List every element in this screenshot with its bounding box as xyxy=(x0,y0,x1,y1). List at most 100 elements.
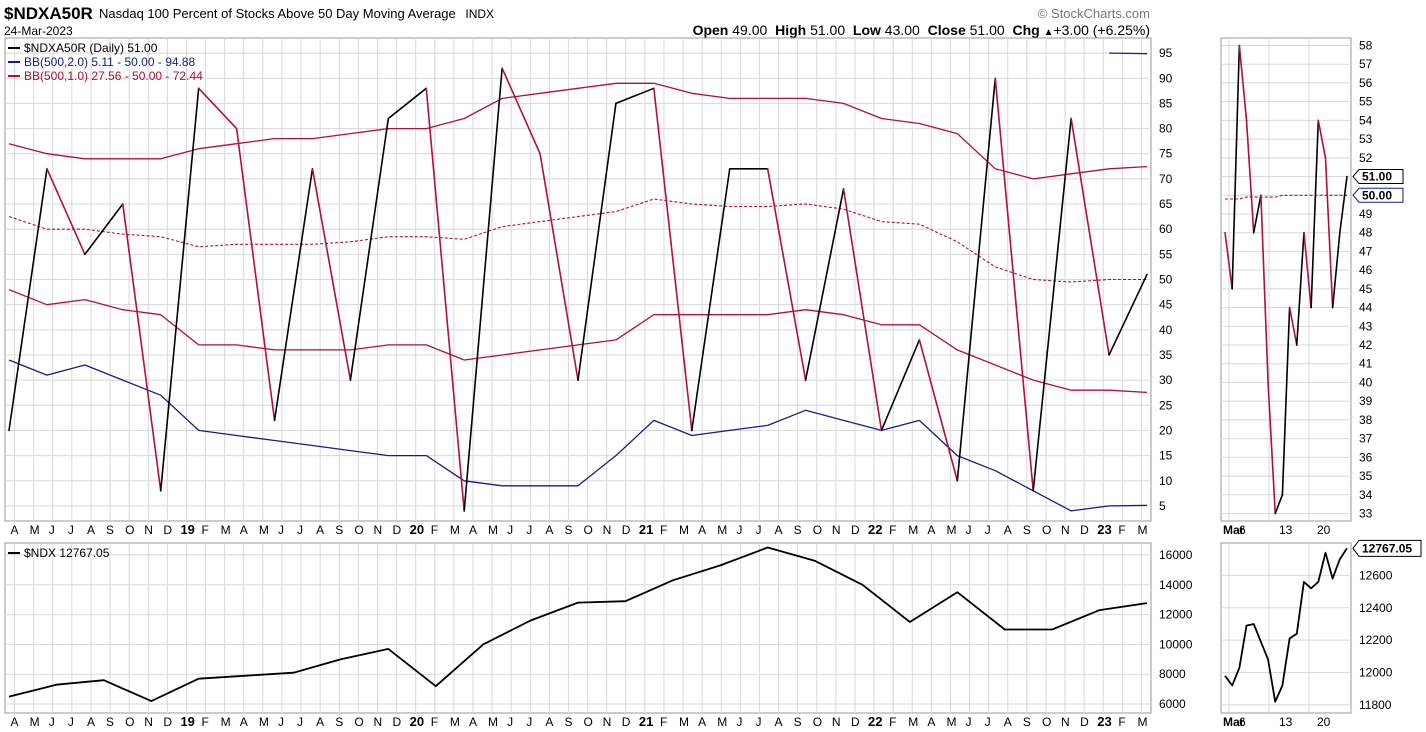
ndx-ytick-label: 8000 xyxy=(1159,667,1186,681)
mainz-ytick-label: 36 xyxy=(1359,450,1373,464)
ndx-xtick-label: 20 xyxy=(410,714,424,729)
main-xtick-label: M xyxy=(30,523,40,537)
ndxa50r-segment xyxy=(1032,117,1072,492)
ndx-xtick-label: M xyxy=(221,715,231,729)
zoom-ndxa50r-segment xyxy=(1310,119,1320,309)
main-xtick-label: M xyxy=(946,523,956,537)
main-xtick-label: J xyxy=(755,523,761,537)
main-xtick-label: J xyxy=(966,523,972,537)
main-xtick-label: A xyxy=(240,523,248,537)
ndx-xtick-label: A xyxy=(87,715,95,729)
main-xtick-label: A xyxy=(698,523,706,537)
mainz-ytick-label: 44 xyxy=(1359,301,1373,315)
main-ytick-label: 85 xyxy=(1159,96,1173,110)
mainz-ytick-label: 40 xyxy=(1359,375,1373,389)
ndx-xtick-label: S xyxy=(564,715,572,729)
low-label: Low xyxy=(852,22,881,38)
ndx-xtick-label: S xyxy=(794,715,802,729)
zoom-ndxa50r-segment xyxy=(1238,44,1248,122)
ndx-xtick-label: D xyxy=(1080,715,1089,729)
mainz-ytick-label: 34 xyxy=(1359,488,1373,502)
ndx-xtick-label: N xyxy=(144,715,153,729)
mainz-ytick-label: 46 xyxy=(1359,263,1373,277)
main-xtick-label: S xyxy=(335,523,343,537)
mainz-ytick-label: 57 xyxy=(1359,57,1373,71)
main-xtick-label: N xyxy=(832,523,841,537)
ndx-xtick-label: J xyxy=(68,715,74,729)
ndx-xtick-label: N xyxy=(603,715,612,729)
zoom-ndxa50r-segment xyxy=(1331,231,1341,309)
symbol-title: $NDXA50R xyxy=(4,4,93,23)
main-ytick-label: 80 xyxy=(1159,122,1173,136)
ndx-xtick-label: N xyxy=(373,715,382,729)
ndxa50r-segment xyxy=(842,188,883,432)
mainz-xtick-label: Mar xyxy=(1223,523,1245,537)
ndx-xtick-label: J xyxy=(49,715,55,729)
main-xtick-label: D xyxy=(1080,523,1089,537)
mainz-xtick-label: 13 xyxy=(1279,523,1293,537)
main-xtick-label: M xyxy=(1137,523,1147,537)
ndx-xtick-label: D xyxy=(393,715,402,729)
main-ytick-label: 10 xyxy=(1159,474,1173,488)
ndx-xtick-label: D xyxy=(851,715,860,729)
open-value: 49.00 xyxy=(732,22,768,38)
zoom-ndxa50r-segment xyxy=(1295,231,1305,346)
ndx-xtick-label: O xyxy=(125,715,134,729)
zoom-ndxa50r-segment xyxy=(1245,119,1255,234)
mainz-ytick-label: 41 xyxy=(1359,357,1373,371)
ndxa50r-segment xyxy=(1070,117,1110,356)
main-xtick-label: S xyxy=(564,523,572,537)
ndxa50r-segment xyxy=(577,102,617,381)
ndx-xtick-label: S xyxy=(1023,715,1031,729)
legend-ndx: $NDX 12767.05 xyxy=(24,546,110,560)
main-xtick-label: M xyxy=(259,523,269,537)
zoom-ndxa50r-segment xyxy=(1317,119,1327,159)
ndx-xtick-label: S xyxy=(335,715,343,729)
ndx-xtick-label: D xyxy=(622,715,631,729)
ndx-xtick-label: M xyxy=(259,715,269,729)
ndx-xtick-label: J xyxy=(526,715,532,729)
ndx-xtick-label: J xyxy=(297,715,303,729)
ndx-xtick-label: J xyxy=(755,715,761,729)
mainz-ytick-label: 37 xyxy=(1359,432,1373,446)
main-xtick-label: F xyxy=(889,523,896,537)
ndxa50r-segment xyxy=(84,203,124,256)
ndxa50r-segment xyxy=(273,168,314,422)
ndx-xtick-label: M xyxy=(450,715,460,729)
main-xtick-label: N xyxy=(144,523,153,537)
zoom-ndxa50r-segment xyxy=(1281,306,1291,496)
ndx-xtick-label: A xyxy=(698,715,706,729)
main-xtick-label: S xyxy=(794,523,802,537)
ndx-ytick-label: 10000 xyxy=(1159,637,1193,651)
badge-last-box xyxy=(1352,169,1404,185)
chg-arrow-icon: ▲ xyxy=(1043,27,1054,38)
bb1-upper-line xyxy=(8,82,1148,180)
zoom-ndxa50r-segment xyxy=(1324,157,1334,309)
main-xtick-label: M xyxy=(908,523,918,537)
main-ytick-label: 15 xyxy=(1159,449,1173,463)
ndxz-xtick-label: 20 xyxy=(1317,715,1331,729)
ndx-xtick-label: A xyxy=(1004,715,1012,729)
badge-mid: 50.00 xyxy=(1362,188,1392,202)
ndx-xtick-label: F xyxy=(1118,715,1125,729)
ndxa50r-segment xyxy=(159,87,200,492)
ndxa50r-segment xyxy=(349,117,390,381)
ndxa50r-segment xyxy=(122,203,162,492)
zoom-ndxa50r-segment xyxy=(1274,493,1284,515)
ndxa50r-segment xyxy=(994,77,1034,492)
main-xtick-label: 23 xyxy=(1097,522,1111,537)
ndxa50r-segment xyxy=(387,87,428,120)
main-ytick-label: 50 xyxy=(1159,273,1173,287)
ndxa50r-segment xyxy=(8,168,48,432)
ndxa50r-segment xyxy=(501,67,541,155)
zoom-ndxa50r-segment xyxy=(1260,194,1269,384)
mainz-ytick-label: 38 xyxy=(1359,413,1373,427)
main-xtick-label: D xyxy=(622,523,631,537)
zoom-ndxa50r-segment xyxy=(1303,231,1312,309)
ndx-xtick-label: A xyxy=(316,715,324,729)
ndxz-ytick-label: 11800 xyxy=(1359,698,1392,712)
ndx-xtick-label: M xyxy=(488,715,498,729)
main-ytick-label: 90 xyxy=(1159,71,1173,85)
main-xtick-label: N xyxy=(1061,523,1070,537)
